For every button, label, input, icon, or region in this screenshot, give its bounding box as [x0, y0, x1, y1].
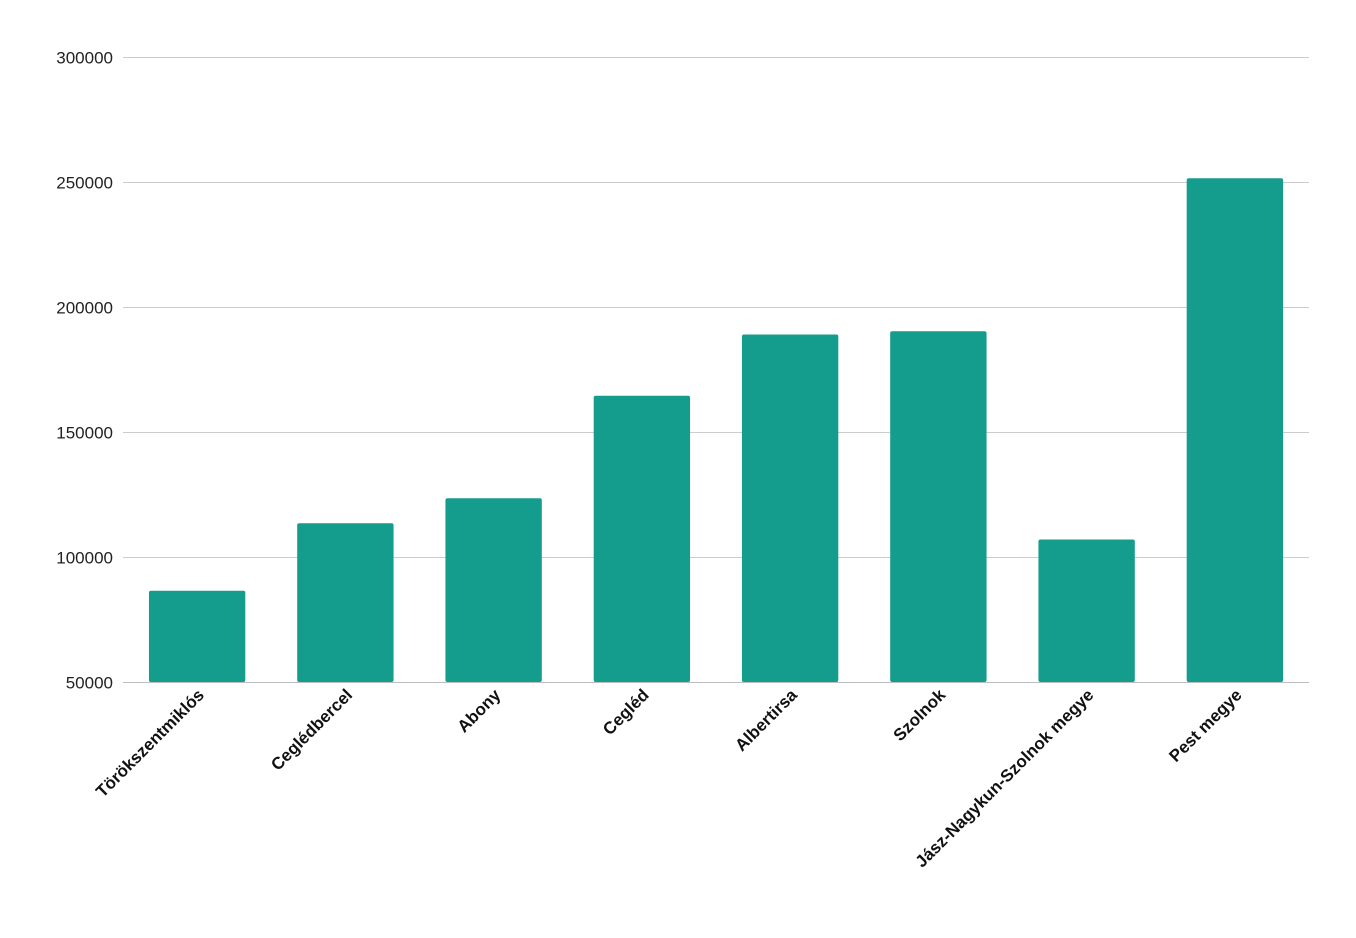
x-tick-label: Törökszentmiklós — [92, 685, 208, 801]
x-tick-label: Ceglédbercel — [267, 685, 356, 774]
x-tick-label: Abony — [454, 685, 505, 736]
x-tick-label: Cegléd — [599, 685, 653, 739]
y-axis: 50000 100000 150000 200000 250000 300000 — [56, 49, 113, 693]
bar — [148, 590, 246, 682]
y-tick-label: 50000 — [66, 674, 113, 693]
y-tick-label: 200000 — [56, 299, 113, 318]
y-tick-label: 150000 — [56, 424, 113, 443]
y-tick-label: 300000 — [56, 49, 113, 68]
bar — [741, 334, 839, 682]
x-tick-label: Szolnok — [890, 685, 950, 745]
y-tick-label: 250000 — [56, 174, 113, 193]
x-tick-label: Albertirsa — [731, 685, 801, 755]
bar — [445, 498, 542, 682]
bar — [297, 523, 394, 682]
bar — [890, 331, 987, 682]
bar — [1186, 178, 1284, 682]
x-tick-label: Pest megye — [1165, 685, 1245, 765]
y-tick-label: 100000 — [56, 549, 113, 568]
x-tick-label: Jász-Nagykun-Szolnok megye — [912, 685, 1098, 871]
x-axis: Törökszentmiklós Ceglédbercel Abony Cegléd A… — [92, 685, 1245, 871]
bar — [593, 395, 691, 682]
bars — [148, 178, 1284, 682]
bar — [1038, 539, 1135, 682]
